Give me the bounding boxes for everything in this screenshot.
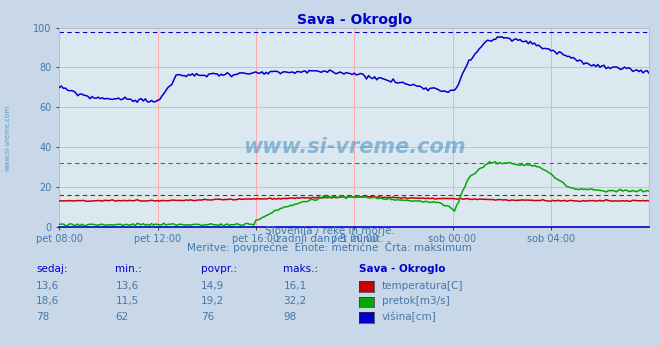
Text: 62: 62 — [115, 312, 129, 322]
Text: Sava - Okroglo: Sava - Okroglo — [359, 264, 445, 274]
Text: Meritve: povprečne  Enote: metrične  Črta: maksimum: Meritve: povprečne Enote: metrične Črta:… — [187, 241, 472, 253]
Text: 13,6: 13,6 — [36, 281, 59, 291]
Title: Sava - Okroglo: Sava - Okroglo — [297, 12, 412, 27]
Text: 76: 76 — [201, 312, 214, 322]
Text: 19,2: 19,2 — [201, 297, 224, 307]
Text: 13,6: 13,6 — [115, 281, 138, 291]
Text: 18,6: 18,6 — [36, 297, 59, 307]
Text: povpr.:: povpr.: — [201, 264, 237, 274]
Text: Slovenija / reke in morje.: Slovenija / reke in morje. — [264, 226, 395, 236]
Text: višina[cm]: višina[cm] — [382, 312, 436, 322]
Text: sedaj:: sedaj: — [36, 264, 68, 274]
Text: 98: 98 — [283, 312, 297, 322]
Text: www.si-vreme.com: www.si-vreme.com — [5, 105, 11, 172]
Text: pretok[m3/s]: pretok[m3/s] — [382, 297, 449, 307]
Text: 16,1: 16,1 — [283, 281, 306, 291]
Text: maks.:: maks.: — [283, 264, 318, 274]
Text: 32,2: 32,2 — [283, 297, 306, 307]
Text: www.si-vreme.com: www.si-vreme.com — [243, 137, 465, 157]
Text: 14,9: 14,9 — [201, 281, 224, 291]
Text: temperatura[C]: temperatura[C] — [382, 281, 463, 291]
Text: zadnji dan / 5 minut.: zadnji dan / 5 minut. — [275, 234, 384, 244]
Text: 78: 78 — [36, 312, 49, 322]
Text: 11,5: 11,5 — [115, 297, 138, 307]
Text: min.:: min.: — [115, 264, 142, 274]
